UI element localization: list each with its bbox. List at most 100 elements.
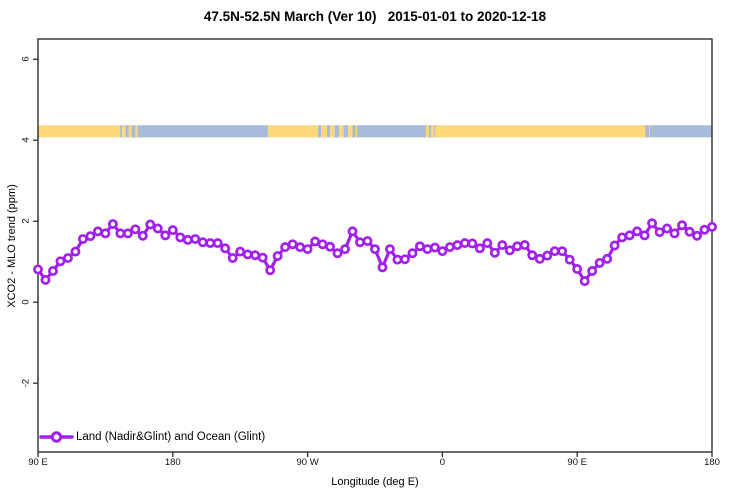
surface-band-land-segment	[437, 125, 650, 138]
y-tick-label: -2	[20, 378, 32, 388]
data-point-marker	[115, 228, 126, 239]
x-tick-label: 90 E	[28, 457, 48, 468]
data-point-marker	[497, 240, 508, 251]
data-point-marker	[310, 236, 321, 247]
surface-band-ocean-segment	[645, 125, 650, 138]
data-point-marker	[167, 225, 178, 236]
data-point-marker	[280, 242, 291, 253]
data-point-marker	[100, 228, 111, 239]
data-point-marker	[377, 262, 388, 273]
data-point-marker	[512, 241, 523, 252]
data-point-marker	[182, 234, 193, 245]
data-point-marker	[63, 253, 73, 264]
data-point-marker	[332, 248, 343, 259]
data-point-marker	[385, 244, 395, 255]
data-point-marker	[257, 252, 268, 263]
data-point-marker	[677, 220, 687, 231]
plot-border	[37, 38, 713, 453]
data-point-marker	[70, 246, 81, 257]
legend-entry-label: Land (Nadir&Glint) and Ocean (Glint)	[76, 430, 266, 443]
surface-band-ocean-segment	[120, 125, 268, 138]
data-point-marker	[272, 251, 283, 261]
data-point-marker	[519, 240, 530, 251]
data-point-marker	[392, 254, 403, 265]
data-point-marker	[422, 244, 433, 255]
data-point-marker	[175, 232, 186, 243]
data-point-marker	[317, 239, 328, 250]
data-point-marker	[92, 226, 103, 237]
data-point-marker	[602, 253, 613, 264]
data-point-marker	[437, 246, 448, 257]
chart-title: 47.5N-52.5N March (Ver 10) 2015-01-01 to…	[203, 9, 547, 24]
data-point-marker	[355, 237, 365, 248]
data-point-marker	[287, 239, 298, 250]
surface-band-land-segment	[38, 125, 121, 138]
x-tick-label: 0	[439, 457, 446, 468]
data-point-marker	[594, 257, 605, 268]
data-point-marker	[557, 246, 568, 257]
data-point-marker	[527, 250, 538, 261]
data-point-marker	[302, 244, 313, 255]
data-point-marker	[459, 238, 470, 249]
data-point-marker	[587, 266, 598, 276]
data-point-marker	[617, 232, 628, 243]
data-point-marker	[632, 226, 643, 237]
data-point-marker	[235, 246, 246, 257]
data-point-marker	[609, 240, 620, 251]
surface-band-ocean-segment	[327, 125, 331, 138]
data-point-marker	[122, 228, 133, 239]
data-point-marker	[55, 256, 66, 267]
data-point-marker	[534, 253, 545, 264]
data-point-marker	[474, 243, 485, 254]
y-tick-label: 0	[20, 299, 32, 305]
data-point-marker	[444, 242, 455, 253]
data-point-marker	[699, 224, 710, 235]
x-axis-label: Longitude (deg E)	[331, 476, 419, 488]
data-point-marker	[347, 226, 358, 237]
x-tick-label: 180	[704, 457, 720, 468]
surface-band-ocean-segment	[352, 125, 356, 138]
data-point-marker	[40, 274, 51, 285]
data-point-marker	[325, 241, 336, 252]
surface-band-land-segment	[431, 125, 435, 138]
data-point-marker	[48, 266, 58, 276]
surface-band-land-segment	[425, 125, 429, 138]
surface-band-land-segment	[435, 125, 438, 138]
surface-band-ocean-segment	[649, 125, 712, 138]
data-point-marker	[130, 224, 141, 235]
x-tick-label: 90 W	[296, 457, 319, 468]
data-point-marker	[654, 227, 665, 238]
surface-band-ocean-segment	[318, 125, 322, 138]
data-point-marker	[160, 230, 171, 241]
data-point-marker	[33, 264, 43, 275]
data-point-marker	[564, 254, 575, 265]
data-point-marker	[669, 228, 680, 239]
surface-band-ocean-segment	[334, 125, 340, 138]
data-point-marker	[205, 238, 216, 249]
data-point-marker	[467, 238, 478, 249]
data-point-marker	[400, 254, 410, 265]
data-point-marker	[542, 250, 553, 261]
data-point-marker	[220, 243, 231, 254]
data-point-marker	[137, 230, 148, 241]
data-point-marker	[370, 244, 380, 255]
data-point-marker	[295, 242, 306, 253]
x-tick-label: 180	[164, 457, 181, 468]
data-point-marker	[429, 242, 440, 253]
surface-band-land-segment	[128, 125, 132, 138]
data-point-marker	[489, 247, 500, 258]
legend-marker-icon	[50, 431, 63, 443]
data-point-marker	[624, 230, 635, 241]
surface-band-land-segment	[121, 125, 126, 138]
data-point-marker	[549, 246, 560, 257]
data-point-marker	[107, 219, 118, 229]
data-point-marker	[362, 236, 373, 246]
data-point-marker	[407, 248, 418, 259]
surface-band-ocean-segment	[343, 125, 349, 138]
surface-band-ocean-segment	[357, 125, 438, 138]
data-point-marker	[504, 245, 515, 256]
data-point-marker	[152, 223, 163, 234]
data-point-marker	[414, 241, 425, 252]
